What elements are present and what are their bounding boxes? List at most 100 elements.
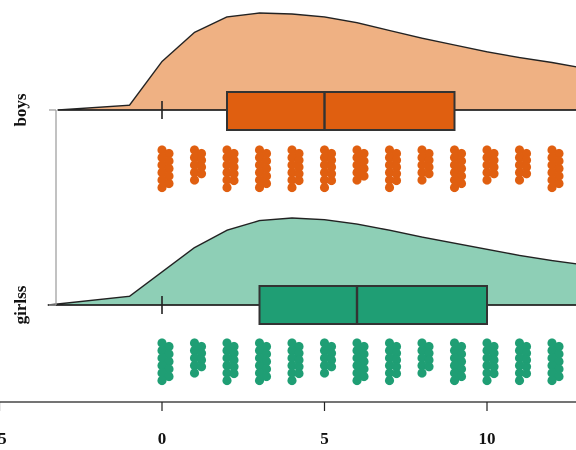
data-point xyxy=(554,364,564,374)
data-point xyxy=(164,371,174,382)
data-point xyxy=(261,171,272,181)
data-point xyxy=(319,338,330,348)
data-point xyxy=(326,348,337,358)
data-point xyxy=(424,362,434,372)
data-point xyxy=(456,171,467,181)
data-point xyxy=(196,148,207,159)
data-point xyxy=(157,182,167,193)
data-point xyxy=(424,162,434,172)
data-point xyxy=(319,360,330,371)
data-point xyxy=(547,152,557,163)
data-point xyxy=(222,353,232,363)
data-point xyxy=(294,155,304,165)
data-point xyxy=(196,355,207,365)
data-point xyxy=(189,175,200,185)
data-point xyxy=(521,169,532,179)
data-point xyxy=(319,145,330,155)
data-point xyxy=(521,341,532,352)
data-point xyxy=(157,368,167,378)
data-point xyxy=(196,348,207,358)
data-point xyxy=(261,371,272,382)
data-point xyxy=(424,155,434,165)
data-point xyxy=(547,160,557,170)
data-point xyxy=(384,160,395,170)
data-point xyxy=(157,145,167,155)
data-point xyxy=(229,362,239,372)
data-point xyxy=(547,175,557,185)
data-point xyxy=(456,349,467,359)
data-point xyxy=(391,362,402,372)
data-point xyxy=(157,338,167,348)
x-tick-label: 0 xyxy=(158,429,167,448)
data-point xyxy=(482,368,492,378)
data-point xyxy=(514,345,525,356)
data-point xyxy=(384,353,395,363)
data-point xyxy=(287,167,297,178)
data-point xyxy=(229,368,239,379)
data-point xyxy=(547,353,557,363)
box-iqr xyxy=(226,91,456,131)
data-point xyxy=(164,341,174,352)
data-point xyxy=(254,145,265,155)
data-point xyxy=(456,156,467,166)
data-point xyxy=(189,145,200,155)
data-point xyxy=(489,341,499,352)
data-point xyxy=(261,356,272,367)
data-point xyxy=(449,375,460,386)
data-point xyxy=(352,345,362,356)
data-point xyxy=(391,341,402,352)
data-point xyxy=(359,163,369,174)
data-point xyxy=(391,169,402,179)
data-point xyxy=(287,338,297,348)
data-point xyxy=(164,163,174,174)
data-point xyxy=(417,167,427,178)
data-point xyxy=(514,338,525,348)
data-point xyxy=(287,360,297,371)
data-point xyxy=(254,152,265,163)
data-point xyxy=(254,360,265,371)
data-point xyxy=(157,360,167,371)
data-point xyxy=(229,348,239,358)
data-point xyxy=(521,362,532,372)
data-point xyxy=(287,375,297,386)
data-point xyxy=(261,163,272,174)
data-point xyxy=(164,364,174,374)
data-point xyxy=(157,375,167,386)
data-point xyxy=(554,156,564,166)
data-point xyxy=(254,375,265,386)
data-point xyxy=(489,169,499,179)
data-point xyxy=(254,160,265,170)
data-point xyxy=(287,345,297,356)
data-point xyxy=(254,345,265,356)
data-point xyxy=(449,353,460,363)
data-point xyxy=(222,175,232,185)
data-point xyxy=(482,160,492,170)
data-point xyxy=(547,368,557,378)
density-cloud xyxy=(47,217,576,306)
data-point xyxy=(417,353,427,363)
data-point xyxy=(489,368,499,379)
box-iqr xyxy=(258,285,488,325)
data-point xyxy=(222,368,232,378)
data-point xyxy=(157,152,167,163)
density-cloud xyxy=(57,12,576,111)
data-point xyxy=(326,155,337,165)
data-point xyxy=(456,356,467,367)
data-point xyxy=(384,345,395,356)
data-point xyxy=(294,341,304,352)
data-point xyxy=(196,362,207,372)
data-point xyxy=(489,162,499,172)
data-point xyxy=(554,171,564,181)
data-point xyxy=(222,182,232,193)
data-point xyxy=(189,368,200,378)
data-point xyxy=(326,362,337,372)
data-point xyxy=(521,155,532,165)
data-point xyxy=(547,338,557,348)
x-tick-label: 5 xyxy=(320,429,329,448)
plot-area xyxy=(47,12,576,386)
data-point xyxy=(164,178,174,189)
data-point xyxy=(359,171,369,181)
data-point xyxy=(424,348,434,358)
data-point xyxy=(521,348,532,358)
data-point xyxy=(449,145,460,155)
